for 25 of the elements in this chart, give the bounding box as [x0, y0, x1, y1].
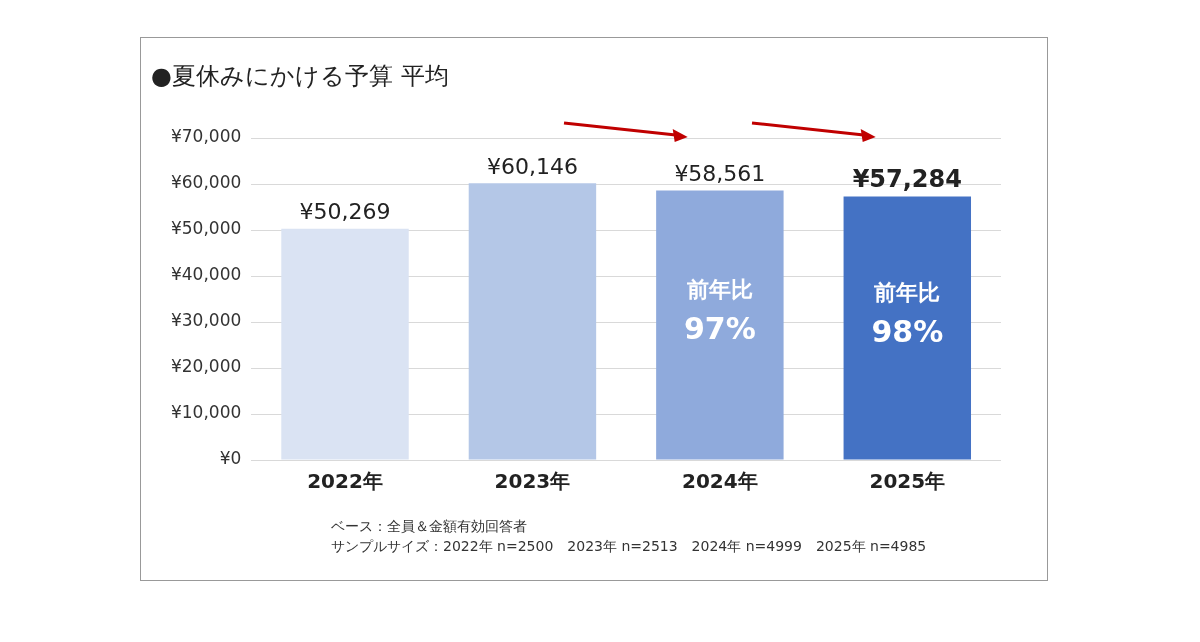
x-tick-label: 2023年 [494, 469, 571, 494]
data-label: ¥58,561 [674, 161, 766, 187]
data-label: ¥60,146 [486, 154, 578, 180]
text: ベース：全員＆金額有効回答者 [331, 517, 528, 536]
text: サンプルサイズ：2022年 n=2500 2023年 n=2513 2024年 n=4999 2025年 n=4985 [331, 537, 927, 556]
x-tick-label: 2024年 [682, 469, 758, 494]
bar [468, 183, 597, 460]
chart-title: ●夏休みにかける予算 平均 [151, 61, 449, 92]
y-tick-label: ¥0 [219, 448, 242, 469]
bar [843, 196, 972, 460]
y-tick-label: ¥50,000 [170, 218, 242, 239]
annotation: 前年比 97% [683, 277, 756, 347]
y-tick-label: ¥30,000 [170, 310, 242, 331]
annotation: 前年比 98% [871, 279, 944, 350]
x-tick-label: 2025年 [869, 469, 946, 494]
x-tick-label: 2022年 [307, 469, 383, 494]
y-tick-label: ¥10,000 [170, 402, 242, 423]
bar [656, 190, 784, 460]
bar [281, 228, 409, 460]
data-label: ¥50,269 [299, 199, 391, 225]
y-tick-label: ¥40,000 [170, 264, 242, 285]
y-tick-label: ¥70,000 [170, 126, 242, 147]
y-tick-label: ¥20,000 [170, 356, 242, 377]
y-tick-label: ¥60,000 [170, 172, 242, 193]
data-label: ¥57,284 [852, 164, 962, 193]
